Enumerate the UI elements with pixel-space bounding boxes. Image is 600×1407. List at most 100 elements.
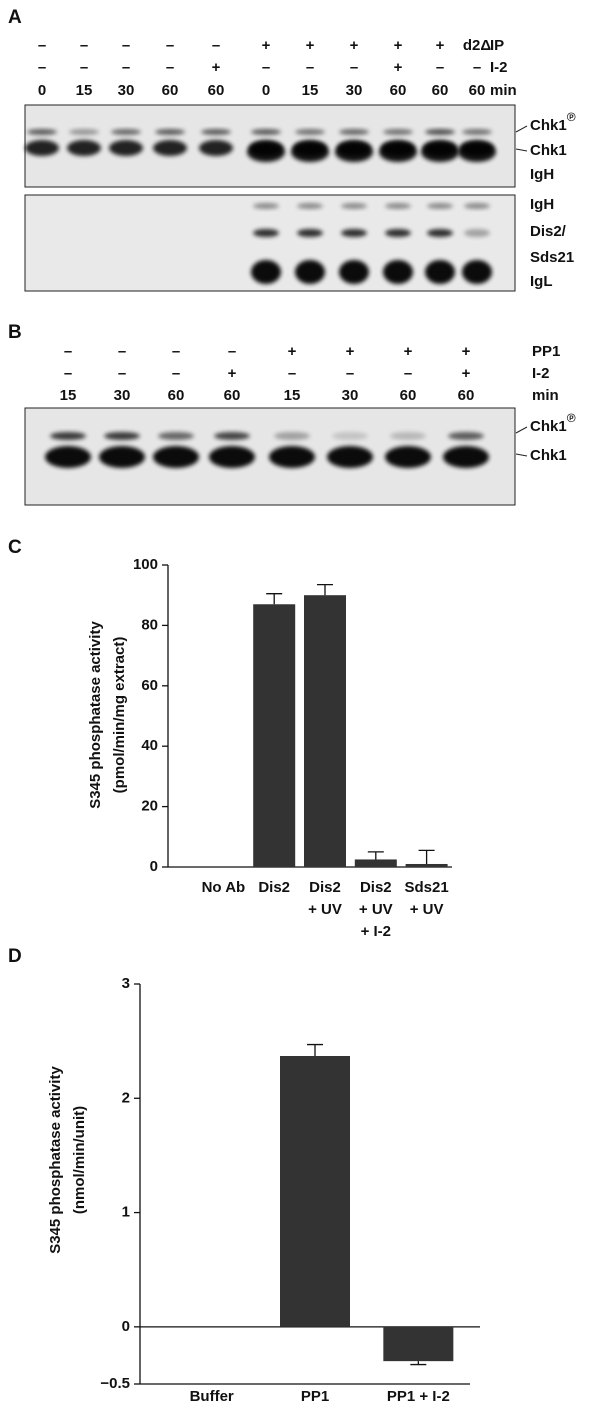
gel-band (209, 446, 255, 468)
band-label: Sds21 (530, 249, 574, 266)
band-label-text: Dis2/ (530, 223, 567, 240)
band-label: Chk1 (530, 447, 567, 464)
x-tick-label: + UV (308, 901, 342, 918)
band-label-text: IgH (530, 196, 554, 213)
lane-condition: + (228, 365, 237, 382)
lane-condition: 60 (390, 82, 407, 99)
lane-condition: 30 (114, 387, 131, 404)
y-tick-label: 1 (122, 1204, 130, 1221)
lane-condition: – (80, 59, 88, 76)
lane-condition: 15 (302, 82, 319, 99)
lane-condition: 60 (168, 387, 185, 404)
lane-condition: – (262, 59, 270, 76)
bar (354, 859, 397, 867)
gel-band (199, 140, 233, 156)
lane-condition: 0 (38, 82, 46, 99)
gel-band (383, 260, 413, 284)
gel-band (332, 432, 368, 440)
lane-condition: 30 (118, 82, 135, 99)
y-tick-label: 0 (150, 858, 158, 875)
band-label-text: Sds21 (530, 249, 574, 266)
y-tick-label: −0.5 (100, 1375, 130, 1392)
y-tick-label: 80 (141, 616, 158, 633)
gel-band (385, 203, 411, 209)
lane-condition: – (122, 37, 130, 54)
gel-band (339, 129, 369, 135)
band-pointer (515, 148, 528, 152)
lane-condition: 60 (224, 387, 241, 404)
lane-condition: + (394, 37, 403, 54)
x-tick-label: + UV (359, 901, 393, 918)
gel-band (251, 260, 281, 284)
gel-band (379, 142, 417, 162)
y-tick-label: 20 (141, 798, 158, 815)
gel-band (214, 432, 250, 440)
band-label-text: IgH (530, 166, 554, 183)
panel-label: B (8, 322, 22, 343)
gel-band (274, 432, 310, 440)
lane-condition: 15 (76, 82, 93, 99)
gel-band (158, 432, 194, 440)
gel-band (45, 446, 91, 468)
band-pointer (515, 426, 528, 434)
lane-condition: + (262, 37, 271, 54)
lane-condition: + (462, 343, 471, 360)
gel-band (385, 229, 411, 237)
gel-band (458, 142, 496, 162)
lane-condition: + (436, 37, 445, 54)
lane-condition: – (172, 365, 180, 382)
gel-band (383, 129, 413, 135)
panel-label: C (8, 537, 22, 558)
y-axis-label: (nmol/min/unit) (71, 1106, 88, 1214)
row-label: PP1 (532, 343, 560, 360)
x-tick-label: Dis2 (258, 879, 290, 896)
lane-condition: – (404, 365, 412, 382)
lane-condition: 60 (208, 82, 225, 99)
phospho-mark: ℗ (567, 411, 576, 425)
lane-condition: 15 (284, 387, 301, 404)
lane-condition: – (436, 59, 444, 76)
gel-band (99, 446, 145, 468)
lane-condition: – (228, 343, 236, 360)
error-bar (410, 1361, 427, 1366)
lane-condition: 0 (262, 82, 270, 99)
lane-condition: + (306, 37, 315, 54)
gel-band (297, 203, 323, 209)
lane-condition: 30 (346, 82, 363, 99)
band-label: Dis2/ (530, 223, 567, 240)
gel-band (69, 129, 99, 135)
gel-band (67, 140, 101, 156)
y-tick-label: 3 (122, 975, 130, 992)
bar (304, 595, 346, 867)
error-bar (307, 1043, 323, 1056)
lane-condition: 60 (458, 387, 475, 404)
y-tick-label: 0 (122, 1318, 130, 1335)
band-label: Chk1 (530, 142, 567, 159)
lane-condition: d2Δ (463, 37, 492, 54)
gel-band (462, 260, 492, 284)
gel-band (153, 446, 199, 468)
gel-band (464, 203, 490, 209)
panel-label: A (8, 7, 22, 28)
gel-band (155, 129, 185, 135)
lane-condition: – (166, 37, 174, 54)
x-tick-label: PP1 + I-2 (387, 1388, 450, 1405)
x-tick-label: Buffer (190, 1388, 234, 1405)
band-label: Chk1℗ (530, 110, 576, 134)
gel-band (427, 203, 453, 209)
lane-condition: – (80, 37, 88, 54)
lane-condition: + (350, 37, 359, 54)
y-tick-label: 100 (133, 556, 158, 573)
lane-condition: + (288, 343, 297, 360)
gel-band (341, 229, 367, 237)
gel-band (462, 129, 492, 135)
error-bar (317, 583, 333, 596)
gel-band (251, 129, 281, 135)
lane-condition: – (212, 37, 220, 54)
bar (383, 1326, 454, 1362)
row-label: I-2 (532, 365, 550, 382)
gel-band (335, 142, 373, 162)
lane-condition: 60 (432, 82, 449, 99)
gel-band (341, 203, 367, 209)
phospho-mark: ℗ (567, 110, 576, 124)
